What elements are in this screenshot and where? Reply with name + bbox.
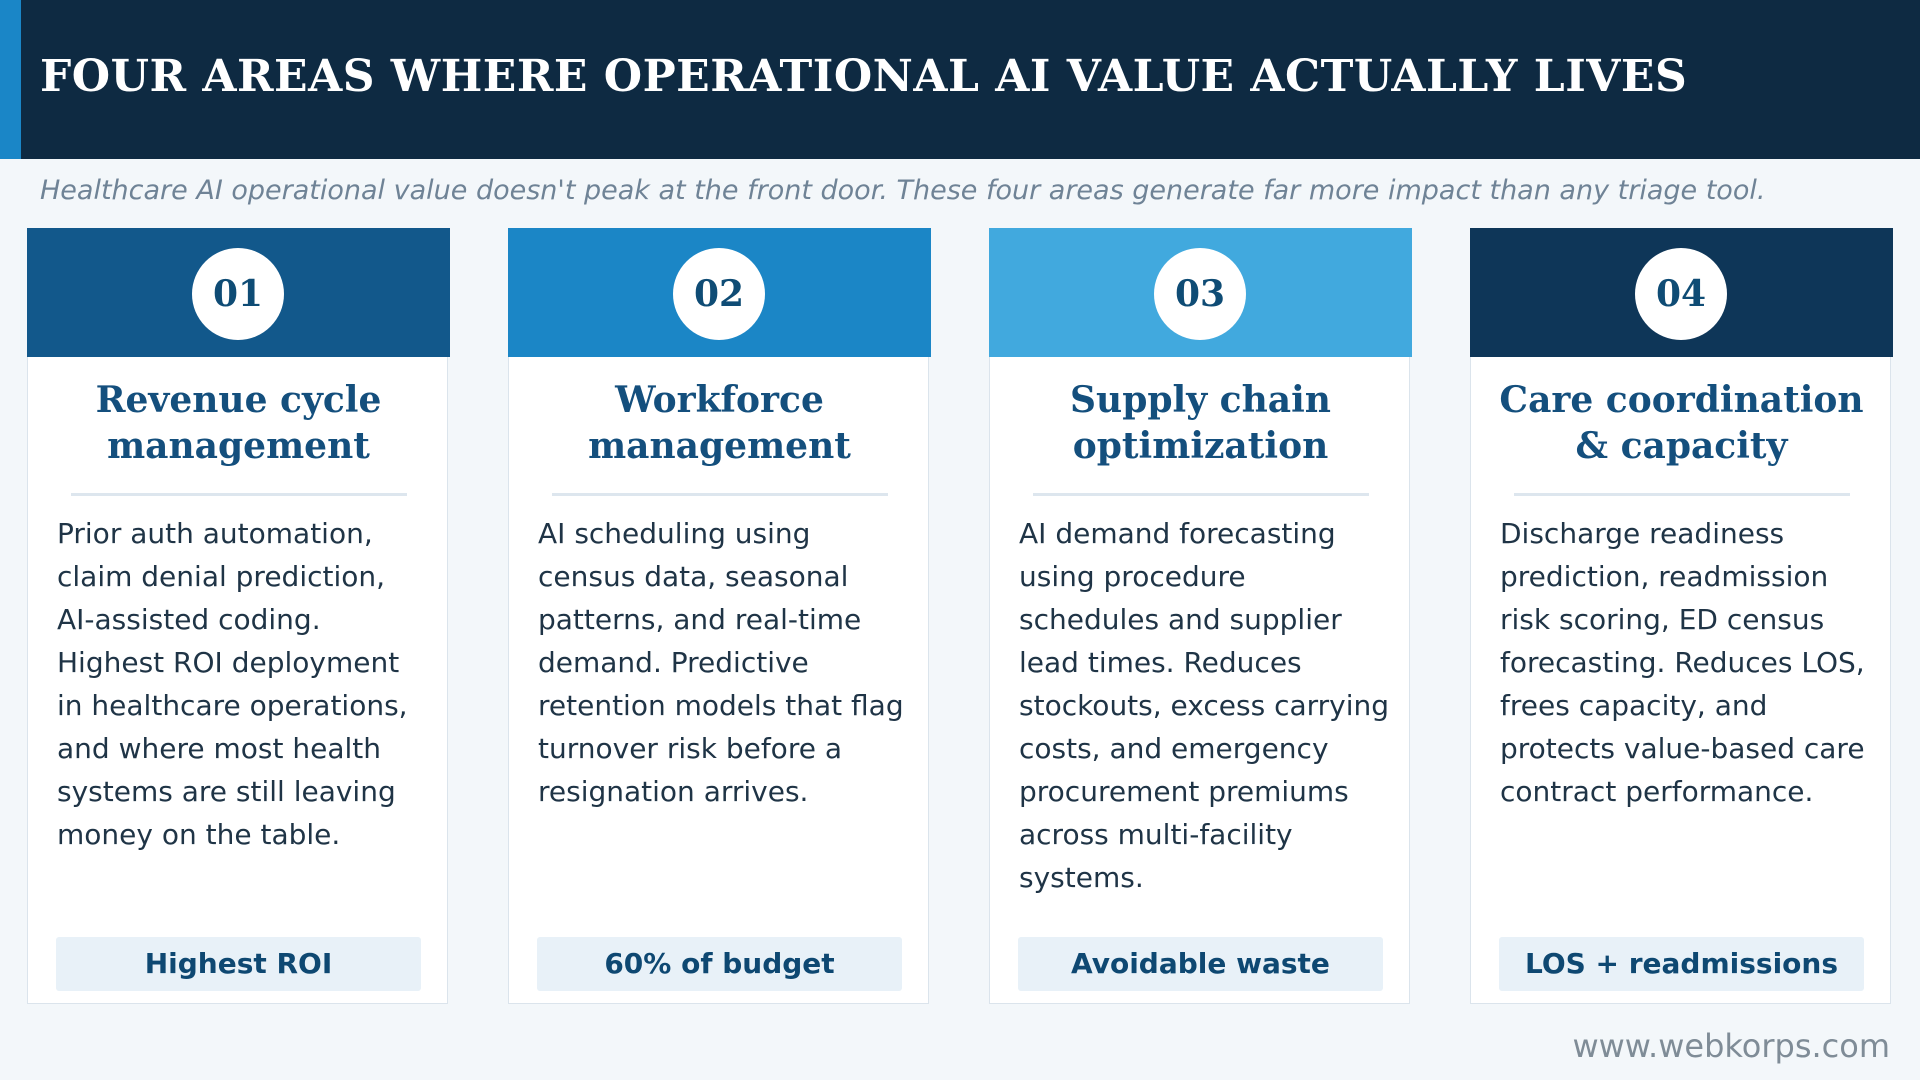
card-divider <box>1033 493 1369 496</box>
area-card-care-coordination: 04 Care coordination & capacity Discharg… <box>1470 228 1893 1004</box>
card-header: 04 <box>1470 228 1893 357</box>
card-number-badge: 02 <box>673 248 765 340</box>
card-title: Supply chain optimization <box>1070 379 1331 467</box>
footer-website: www.webkorps.com <box>1572 1027 1890 1065</box>
header-banner: FOUR AREAS WHERE OPERATIONAL AI VALUE AC… <box>0 0 1920 159</box>
area-card-supply-chain: 03 Supply chain optimization AI demand f… <box>989 228 1412 1004</box>
area-card-revenue-cycle: 01 Revenue cycle management Prior auth a… <box>27 228 450 1004</box>
card-tag: LOS + readmissions <box>1499 937 1864 991</box>
card-number-badge: 01 <box>192 248 284 340</box>
page-subtitle: Healthcare AI operational value doesn't … <box>40 175 1766 206</box>
card-header: 01 <box>27 228 450 357</box>
page-title: FOUR AREAS WHERE OPERATIONAL AI VALUE AC… <box>40 51 1688 102</box>
card-title: Care coordination & capacity <box>1499 379 1864 467</box>
card-title: Revenue cycle management <box>95 379 382 467</box>
area-card-workforce: 02 Workforce management AI scheduling us… <box>508 228 931 1004</box>
card-divider <box>552 493 888 496</box>
card-number-badge: 03 <box>1154 248 1246 340</box>
card-divider <box>1514 493 1850 496</box>
card-tag: 60% of budget <box>537 937 902 991</box>
card-header: 03 <box>989 228 1412 357</box>
card-tag: Avoidable waste <box>1018 937 1383 991</box>
header-accent-bar <box>0 0 21 159</box>
card-title: Workforce management <box>588 379 851 467</box>
card-header: 02 <box>508 228 931 357</box>
card-description: AI demand forecasting using procedure sc… <box>1019 517 1390 894</box>
card-description: Prior auth automation, claim denial pred… <box>57 517 408 851</box>
card-divider <box>71 493 407 496</box>
card-description: Discharge readiness prediction, readmiss… <box>1500 517 1865 808</box>
card-description: AI scheduling using census data, seasona… <box>538 517 904 808</box>
card-tag: Highest ROI <box>56 937 421 991</box>
card-number-badge: 04 <box>1635 248 1727 340</box>
